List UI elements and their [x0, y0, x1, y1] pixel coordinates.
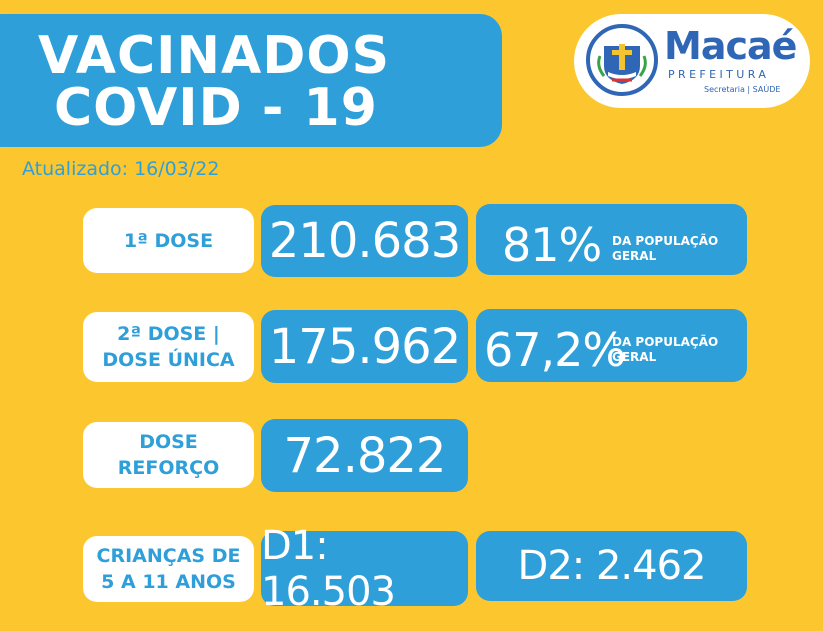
percent-first-dose-note: DA POPULAÇÃO GERAL [612, 234, 719, 263]
label-first-dose: 1ª DOSE [83, 208, 254, 273]
label-first-dose-text: 1ª DOSE [123, 229, 214, 252]
percent-first-dose: 81% [502, 218, 602, 272]
title-line-2: COVID - 19 [54, 78, 378, 138]
brand-secretaria: Secretaria | SAÚDE [704, 85, 781, 94]
brand-subtitle: PREFEITURA [668, 68, 770, 81]
percent-second-dose-note: DA POPULAÇÃO GERAL [612, 335, 719, 364]
percent-second-dose-box: 67,2% DA POPULAÇÃO GERAL [476, 309, 747, 382]
title-line-1: VACINADOS [38, 26, 391, 86]
value-booster: 72.822 [261, 419, 468, 492]
value-children-d2: D2: 2.462 [476, 531, 747, 601]
percent-first-dose-box: 81% DA POPULAÇÃO GERAL [476, 204, 747, 275]
label-booster-text: DOSE REFORÇO [117, 431, 220, 479]
title-banner [0, 14, 502, 147]
updated-date: Atualizado: 16/03/22 [22, 158, 220, 180]
value-second-dose: 175.962 [261, 310, 468, 383]
label-children: CRIANÇAS DE 5 A 11 ANOS [83, 536, 254, 602]
value-children-d1: D1: 16.503 [261, 523, 468, 615]
label-children-text: CRIANÇAS DE 5 A 11 ANOS [96, 545, 241, 593]
label-second-dose: 2ª DOSE | DOSE ÚNICA [83, 312, 254, 382]
brand-name: Macaé [664, 24, 797, 68]
percent-second-dose: 67,2% [484, 323, 626, 377]
label-second-dose-text: 2ª DOSE | DOSE ÚNICA [102, 323, 235, 371]
value-first-dose: 210.683 [261, 205, 468, 277]
city-seal-icon [586, 24, 658, 96]
label-booster: DOSE REFORÇO [83, 422, 254, 488]
